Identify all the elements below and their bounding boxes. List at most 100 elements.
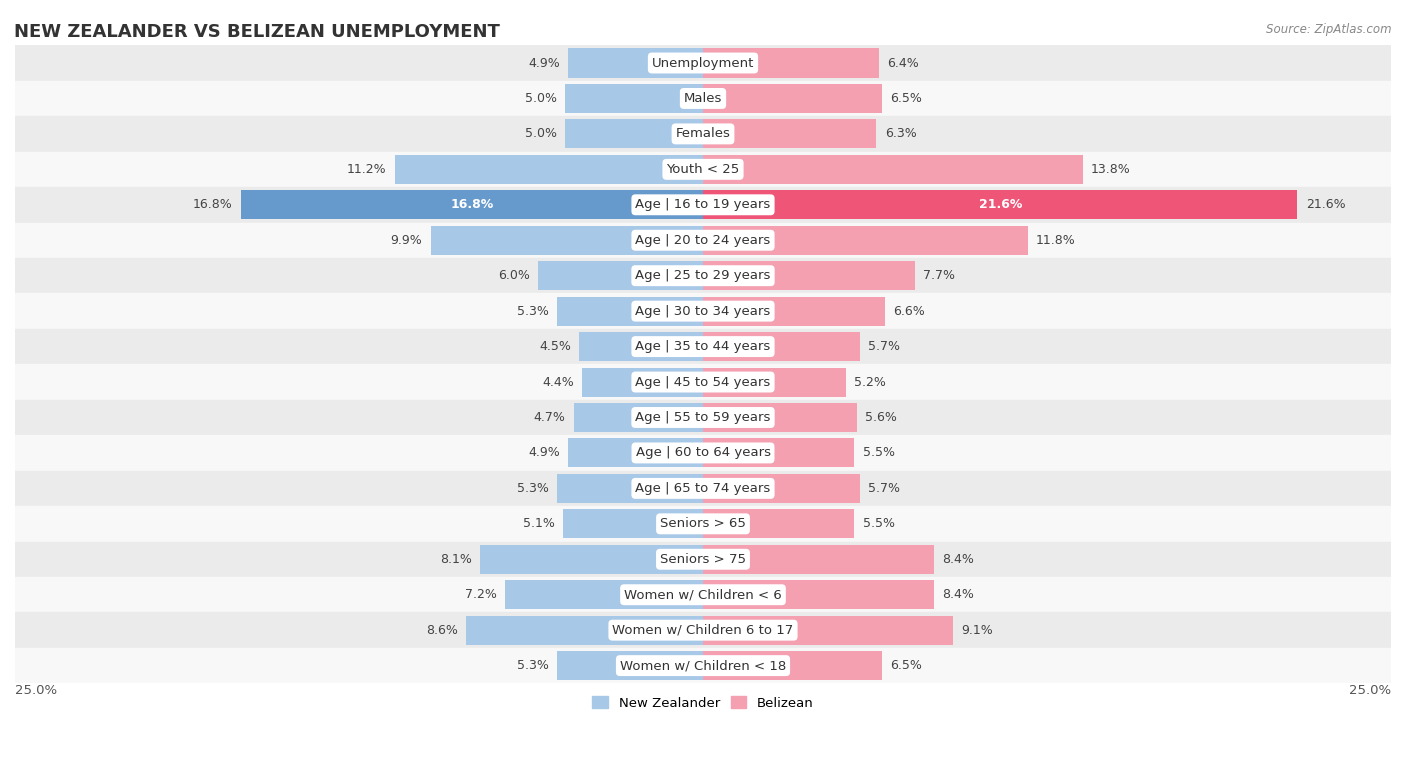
Text: 25.0%: 25.0% xyxy=(15,684,58,697)
Bar xyxy=(479,545,703,574)
Bar xyxy=(703,120,876,148)
Text: 5.1%: 5.1% xyxy=(523,517,554,531)
Bar xyxy=(15,577,1391,612)
Text: Unemployment: Unemployment xyxy=(652,57,754,70)
Text: NEW ZEALANDER VS BELIZEAN UNEMPLOYMENT: NEW ZEALANDER VS BELIZEAN UNEMPLOYMENT xyxy=(14,23,501,41)
Text: Age | 16 to 19 years: Age | 16 to 19 years xyxy=(636,198,770,211)
Text: Age | 65 to 74 years: Age | 65 to 74 years xyxy=(636,482,770,495)
Text: 8.6%: 8.6% xyxy=(426,624,458,637)
Bar xyxy=(15,435,1391,471)
Text: 11.8%: 11.8% xyxy=(1036,234,1076,247)
Text: 5.6%: 5.6% xyxy=(865,411,897,424)
Bar xyxy=(538,261,703,290)
Bar xyxy=(703,509,855,538)
Bar xyxy=(557,474,703,503)
Text: 5.2%: 5.2% xyxy=(855,375,886,388)
Text: Women w/ Children < 18: Women w/ Children < 18 xyxy=(620,659,786,672)
Bar xyxy=(574,403,703,432)
Text: 16.8%: 16.8% xyxy=(450,198,494,211)
Bar xyxy=(703,190,1298,220)
Bar xyxy=(579,332,703,361)
Bar xyxy=(562,509,703,538)
Text: 8.1%: 8.1% xyxy=(440,553,472,565)
Text: Age | 45 to 54 years: Age | 45 to 54 years xyxy=(636,375,770,388)
Text: Women w/ Children 6 to 17: Women w/ Children 6 to 17 xyxy=(613,624,793,637)
Text: 4.4%: 4.4% xyxy=(541,375,574,388)
Bar xyxy=(703,84,882,113)
Bar xyxy=(15,612,1391,648)
Bar xyxy=(703,545,934,574)
Text: 11.2%: 11.2% xyxy=(347,163,387,176)
Text: 21.6%: 21.6% xyxy=(979,198,1022,211)
Bar xyxy=(703,403,858,432)
Text: 16.8%: 16.8% xyxy=(193,198,232,211)
Bar xyxy=(703,651,882,680)
Text: Seniors > 65: Seniors > 65 xyxy=(659,517,747,531)
Bar xyxy=(703,332,860,361)
Bar xyxy=(703,297,884,326)
Bar xyxy=(15,329,1391,364)
Text: 4.9%: 4.9% xyxy=(529,57,560,70)
Text: 6.4%: 6.4% xyxy=(887,57,920,70)
Bar xyxy=(15,258,1391,294)
Text: 13.8%: 13.8% xyxy=(1091,163,1130,176)
Bar xyxy=(505,580,703,609)
Bar xyxy=(467,615,703,645)
Bar xyxy=(568,438,703,468)
Bar xyxy=(703,615,953,645)
Text: 8.4%: 8.4% xyxy=(942,588,974,601)
Bar xyxy=(15,648,1391,684)
Text: 8.4%: 8.4% xyxy=(942,553,974,565)
Text: 5.0%: 5.0% xyxy=(526,127,557,140)
Bar xyxy=(703,367,846,397)
Text: 5.3%: 5.3% xyxy=(517,659,548,672)
Bar xyxy=(15,187,1391,223)
Text: 25.0%: 25.0% xyxy=(1348,684,1391,697)
Bar xyxy=(582,367,703,397)
Bar xyxy=(15,116,1391,151)
Bar xyxy=(240,190,703,220)
Bar xyxy=(15,294,1391,329)
Bar xyxy=(703,438,855,468)
Text: 6.3%: 6.3% xyxy=(884,127,917,140)
Bar xyxy=(15,81,1391,116)
Text: Age | 25 to 29 years: Age | 25 to 29 years xyxy=(636,269,770,282)
Bar xyxy=(703,261,915,290)
Bar xyxy=(15,506,1391,541)
Text: 5.7%: 5.7% xyxy=(868,340,900,353)
Text: 7.2%: 7.2% xyxy=(465,588,496,601)
Text: 6.5%: 6.5% xyxy=(890,92,922,105)
Bar xyxy=(703,48,879,77)
Text: Source: ZipAtlas.com: Source: ZipAtlas.com xyxy=(1267,23,1392,36)
Bar xyxy=(395,155,703,184)
Text: 4.7%: 4.7% xyxy=(533,411,565,424)
Bar xyxy=(557,297,703,326)
Text: Age | 20 to 24 years: Age | 20 to 24 years xyxy=(636,234,770,247)
Text: 21.6%: 21.6% xyxy=(1306,198,1346,211)
Text: Males: Males xyxy=(683,92,723,105)
Text: Age | 30 to 34 years: Age | 30 to 34 years xyxy=(636,304,770,318)
Text: Age | 55 to 59 years: Age | 55 to 59 years xyxy=(636,411,770,424)
Text: 5.5%: 5.5% xyxy=(863,447,894,459)
Bar xyxy=(15,45,1391,81)
Text: 9.9%: 9.9% xyxy=(391,234,422,247)
Text: 7.7%: 7.7% xyxy=(924,269,955,282)
Text: 6.6%: 6.6% xyxy=(893,304,925,318)
Text: 6.0%: 6.0% xyxy=(498,269,530,282)
Bar xyxy=(15,541,1391,577)
Bar xyxy=(568,48,703,77)
Text: 5.0%: 5.0% xyxy=(526,92,557,105)
Text: Women w/ Children < 6: Women w/ Children < 6 xyxy=(624,588,782,601)
Bar xyxy=(15,471,1391,506)
Text: 9.1%: 9.1% xyxy=(962,624,994,637)
Bar xyxy=(15,151,1391,187)
Bar xyxy=(430,226,703,255)
Bar xyxy=(565,84,703,113)
Text: Seniors > 75: Seniors > 75 xyxy=(659,553,747,565)
Bar xyxy=(703,580,934,609)
Text: 5.3%: 5.3% xyxy=(517,482,548,495)
Bar xyxy=(565,120,703,148)
Bar xyxy=(15,364,1391,400)
Bar xyxy=(15,223,1391,258)
Bar xyxy=(703,474,860,503)
